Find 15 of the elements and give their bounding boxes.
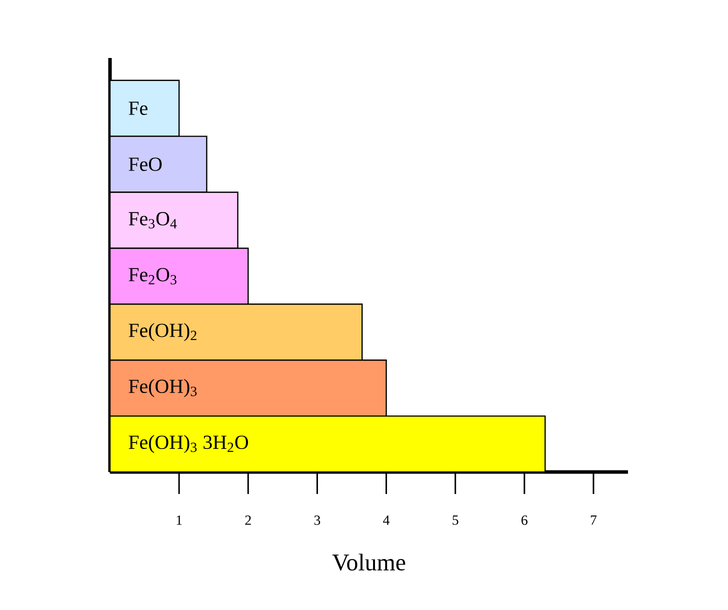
x-tick-label: 1 — [176, 516, 182, 525]
x-tick-label: 7 — [590, 516, 597, 525]
y-tick-label: Fe(OH)$_{3}$ — [128, 379, 197, 398]
x-axis-title: Volume — [332, 554, 406, 571]
y-tick-label: Fe(OH)$_{3}$ 3H$_{2}$O — [128, 434, 248, 454]
y-tick-label: Fe(OH)$_{2}$ — [128, 323, 196, 342]
x-tick-label: 3 — [314, 516, 320, 525]
x-tick-label: 4 — [383, 516, 390, 525]
x-tick-label: 2 — [245, 516, 251, 525]
y-tick-label: Fe — [128, 102, 148, 115]
x-tick-label: 5 — [452, 516, 458, 525]
y-tick-label: FeO — [128, 158, 162, 171]
y-tick-label: Fe$_{3}$O$_{4}$ — [128, 212, 177, 228]
y-tick-label: Fe$_{2}$O$_{3}$ — [128, 268, 176, 284]
x-tick-label: 6 — [522, 516, 528, 525]
